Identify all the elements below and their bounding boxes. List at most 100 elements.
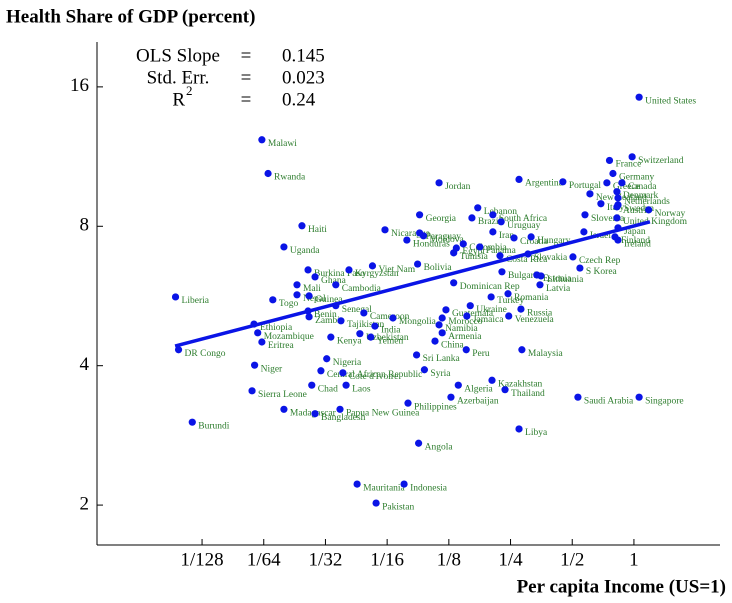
point-label: Laos [352,384,371,394]
point-label: Slovenia [591,214,625,224]
point [605,156,614,165]
x-tick-label: 1/64 [247,549,281,570]
point [311,273,319,281]
point-label: Namibia [445,324,478,334]
point-label: Liberia [182,296,210,306]
point [400,480,408,488]
point-label: Nigeria [333,358,362,368]
point [438,314,446,322]
point-label: Zambia [315,316,345,326]
point-label: Malaysia [528,349,564,359]
point-label: Yemen [377,336,404,346]
point [311,410,319,418]
point [466,302,474,310]
point-label: Kenya [337,336,363,346]
point [251,361,259,369]
point [419,232,428,240]
point-label: Netherlands [624,197,670,207]
point-label: Tajikistan [347,320,385,330]
point-label: Papua New Guinea [346,408,420,418]
point [280,405,288,413]
point [339,369,347,377]
point-label: Tunisia [460,252,489,262]
point-label: Mozambique [264,332,314,342]
point-label: Morocco [448,317,483,327]
point-label: Peru [472,349,490,359]
point [431,337,439,345]
x-tick-label: 1/8 [437,549,461,570]
point [298,222,306,230]
point-label: Azerbaijan [457,396,499,406]
point-label: Croatia [520,237,549,247]
point-label: South Africa [499,213,548,224]
point [258,136,266,144]
annotation-equals: = [241,45,252,66]
point [504,290,512,298]
point [305,313,313,321]
annotation-label: R [172,89,185,110]
annotation-superscript: 2 [186,83,193,98]
point-label: Argentina [525,179,564,189]
point [327,333,335,341]
annotation-value: 0.24 [282,89,316,110]
point [171,293,180,301]
point-label: Romania [514,293,549,303]
point [389,314,397,322]
point [488,376,496,384]
point-label: Panama [486,246,517,256]
y-tick-label: 2 [80,493,90,514]
point-label: Benin [314,310,337,320]
point [603,179,611,187]
point [635,393,643,401]
point-label: Jordan [445,182,471,192]
point [435,321,443,329]
point [645,206,653,214]
point-label: Norway [655,209,686,219]
point-label: Malawi [268,139,297,149]
point [371,322,379,330]
point-label: Haiti [308,225,327,235]
point-label: Senegal [342,305,372,315]
point-label: Rwanda [274,173,306,183]
point [611,233,619,241]
point [353,480,361,488]
point [293,291,301,299]
point [459,240,467,248]
point-label: Mauritania [363,483,405,493]
point [468,214,476,222]
point-label: Germany [619,173,655,183]
point [580,228,588,236]
point [489,228,497,236]
point [452,244,460,252]
point [269,296,277,304]
point-label: Denmark [623,191,659,201]
point-label: Mali [303,284,321,294]
point [536,281,544,289]
point [518,346,526,354]
point-label: Syria [430,369,451,379]
point [450,279,458,287]
point [254,329,262,337]
point [618,179,626,187]
point [454,381,462,389]
point-label: Slovakia [534,253,568,263]
point [586,190,594,198]
point-label: United Kingdom [623,217,688,227]
x-tick-label: 1/4 [498,549,523,570]
point-label: Ghana [321,276,347,286]
point [501,386,509,394]
point-label: France [616,160,642,170]
point [323,355,331,363]
point-label: Ireland [624,239,651,249]
point [404,399,412,407]
x-tick-label: 1/32 [309,549,343,570]
point-label: Bolivia [424,263,453,273]
point-label: Colombia [469,243,507,253]
point [597,200,605,208]
point [435,179,443,187]
point-label: Portugal [569,181,602,191]
point-label: Switzerland [638,156,684,166]
point [574,393,582,401]
point [345,266,353,274]
point [559,178,567,186]
